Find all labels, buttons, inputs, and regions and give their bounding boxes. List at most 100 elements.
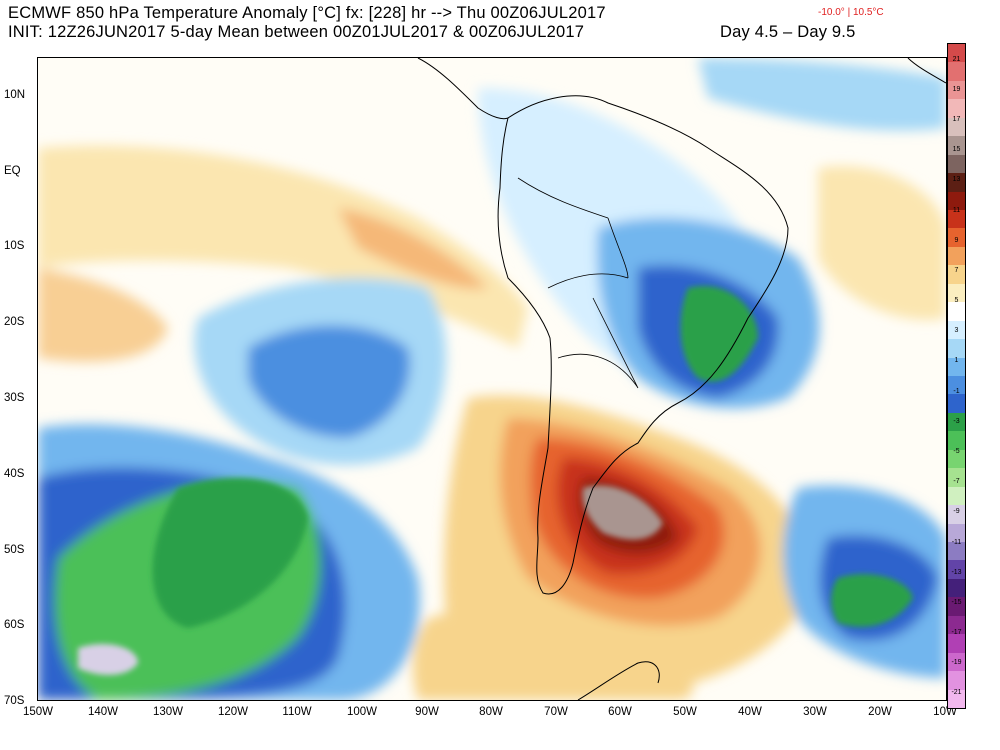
anomaly-map xyxy=(37,57,947,701)
lon-label-70w: 70W xyxy=(544,706,568,718)
colorbar-swatch xyxy=(948,505,965,525)
lat-label-50s: 50S xyxy=(4,544,25,556)
colorbar-tick-label: 19 xyxy=(952,85,961,93)
chart-title: ECMWF 850 hPa Temperature Anomaly [°C] f… xyxy=(8,4,606,22)
warm-anomaly-pacific-core xyxy=(338,208,488,289)
day-range: Day 4.5 – Day 9.5 xyxy=(720,23,856,41)
colorbar-swatch xyxy=(948,283,965,303)
colorbar-swatch xyxy=(948,99,965,119)
colorbar-swatch xyxy=(948,634,965,654)
colorbar-swatch xyxy=(948,136,965,156)
colorbar-tick-label: -3 xyxy=(953,417,960,425)
warm-anomaly-atlantic xyxy=(818,166,946,320)
colorbar-swatch xyxy=(948,210,965,229)
colorbar-tick-label: -19 xyxy=(951,659,962,667)
colorbar-swatch xyxy=(948,228,965,248)
central-america-coastline xyxy=(417,58,509,120)
init-info: INIT: 12Z26JUN2017 5-day Mean between 00… xyxy=(8,23,585,41)
lon-label-140w: 140W xyxy=(87,706,119,718)
colorbar-swatch xyxy=(948,154,965,174)
lat-label-40s: 40S xyxy=(4,468,25,480)
colorbar-swatch xyxy=(948,689,965,709)
colorbar-swatch xyxy=(948,357,965,377)
lon-label-80w: 80W xyxy=(479,706,503,718)
lon-label-90w: 90W xyxy=(415,706,439,718)
lon-label-150w: 150W xyxy=(22,706,54,718)
colorbar-swatch xyxy=(948,468,965,488)
strong-cool-anomaly-atlantic xyxy=(831,574,913,627)
country-borders xyxy=(517,177,639,389)
colorbar-swatch xyxy=(948,265,965,285)
anomaly-field xyxy=(38,58,946,700)
colorbar-tick-label: -9 xyxy=(953,508,960,516)
max-warm-anomaly xyxy=(582,485,663,540)
colorbar-swatch xyxy=(948,486,965,506)
south-america-coastline xyxy=(497,95,789,595)
africa-coastline xyxy=(907,58,946,84)
colorbar-legend: 21 19 17 15 13 11 9 7 5 3 1 -1 -3 -5 -7 -9 -11 -13 -15 -17 -… xyxy=(947,43,966,709)
lon-label-50w: 50W xyxy=(673,706,697,718)
lat-label-70s: 70S xyxy=(4,695,25,707)
colorbar-tick-label: 21 xyxy=(952,55,961,63)
colorbar-swatch xyxy=(948,412,965,432)
colorbar-swatch xyxy=(948,652,965,672)
colorbar-swatch xyxy=(948,560,965,580)
colorbar-swatch xyxy=(948,320,965,340)
colorbar-swatch xyxy=(948,302,965,322)
lon-label-130w: 130W xyxy=(152,706,184,718)
colorbar-swatch xyxy=(948,246,965,266)
lon-label-40w: 40W xyxy=(738,706,762,718)
colorbar-swatch xyxy=(948,117,965,137)
colorbar-tick-label: 11 xyxy=(952,206,961,214)
colorbar-swatch xyxy=(948,376,965,395)
strong-cool-anomaly-brazil xyxy=(680,286,758,382)
colorbar-tick-label: 13 xyxy=(952,176,961,184)
colorbar-swatch xyxy=(948,191,965,211)
colorbar-swatch xyxy=(948,173,965,193)
colorbar-swatch xyxy=(948,62,965,82)
cool-anomaly-pacific-core xyxy=(248,325,410,438)
lon-label-60w: 60W xyxy=(608,706,632,718)
strong-cool-anomaly-sp-core xyxy=(152,478,308,628)
antarctica-coastline xyxy=(577,661,660,700)
colorbar-tick-label: 1 xyxy=(954,357,959,365)
colorbar-tick-label: -11 xyxy=(951,538,962,546)
min-max-label: -10.0° | 10.5°C xyxy=(818,7,884,18)
cool-anomaly-caribbean xyxy=(698,58,946,131)
lat-label-60s: 60S xyxy=(4,619,25,631)
colorbar-swatch xyxy=(948,671,965,691)
colorbar-tick-label: -17 xyxy=(951,629,962,637)
colorbar-tick-label: 5 xyxy=(954,297,959,305)
lon-label-20w: 20W xyxy=(868,706,892,718)
colorbar-swatch xyxy=(948,578,965,598)
lat-label-10s: 10S xyxy=(4,240,25,252)
lon-label-100w: 100W xyxy=(346,706,378,718)
colorbar-tick-label: -21 xyxy=(951,689,962,697)
lat-label-30s: 30S xyxy=(4,392,25,404)
colorbar-swatch xyxy=(948,542,965,561)
lat-label-20s: 20S xyxy=(4,316,25,328)
colorbar-tick-label: 9 xyxy=(954,236,959,244)
colorbar-tick-label: -5 xyxy=(953,447,960,455)
colorbar-tick-label: -13 xyxy=(951,568,962,576)
warm-anomaly-southern-ocean xyxy=(412,610,693,700)
colorbar-swatch xyxy=(948,449,965,469)
lon-label-120w: 120W xyxy=(217,706,249,718)
colorbar-swatch xyxy=(948,431,965,451)
colorbar-tick-label: -15 xyxy=(951,598,962,606)
chart-subtitle: INIT: 12Z26JUN2017 5-day Mean between 00… xyxy=(8,23,855,42)
lon-label-10w: 10W xyxy=(933,706,957,718)
colorbar-tick-label: 7 xyxy=(954,266,959,274)
lat-label-10n: 10N xyxy=(4,89,26,101)
colorbar-tick-label: 17 xyxy=(952,115,961,123)
colorbar-swatch xyxy=(948,615,965,635)
colorbar-swatch xyxy=(948,44,965,63)
cold-anomaly-minimum xyxy=(78,643,138,675)
colorbar-swatch xyxy=(948,597,965,617)
colorbar-swatch xyxy=(948,339,965,359)
colorbar-swatch xyxy=(948,394,965,414)
colorbar-tick-label: 15 xyxy=(952,146,961,154)
colorbar-swatch xyxy=(948,523,965,543)
colorbar-tick-label: 3 xyxy=(954,327,959,335)
colorbar-tick-label: -1 xyxy=(953,387,960,395)
